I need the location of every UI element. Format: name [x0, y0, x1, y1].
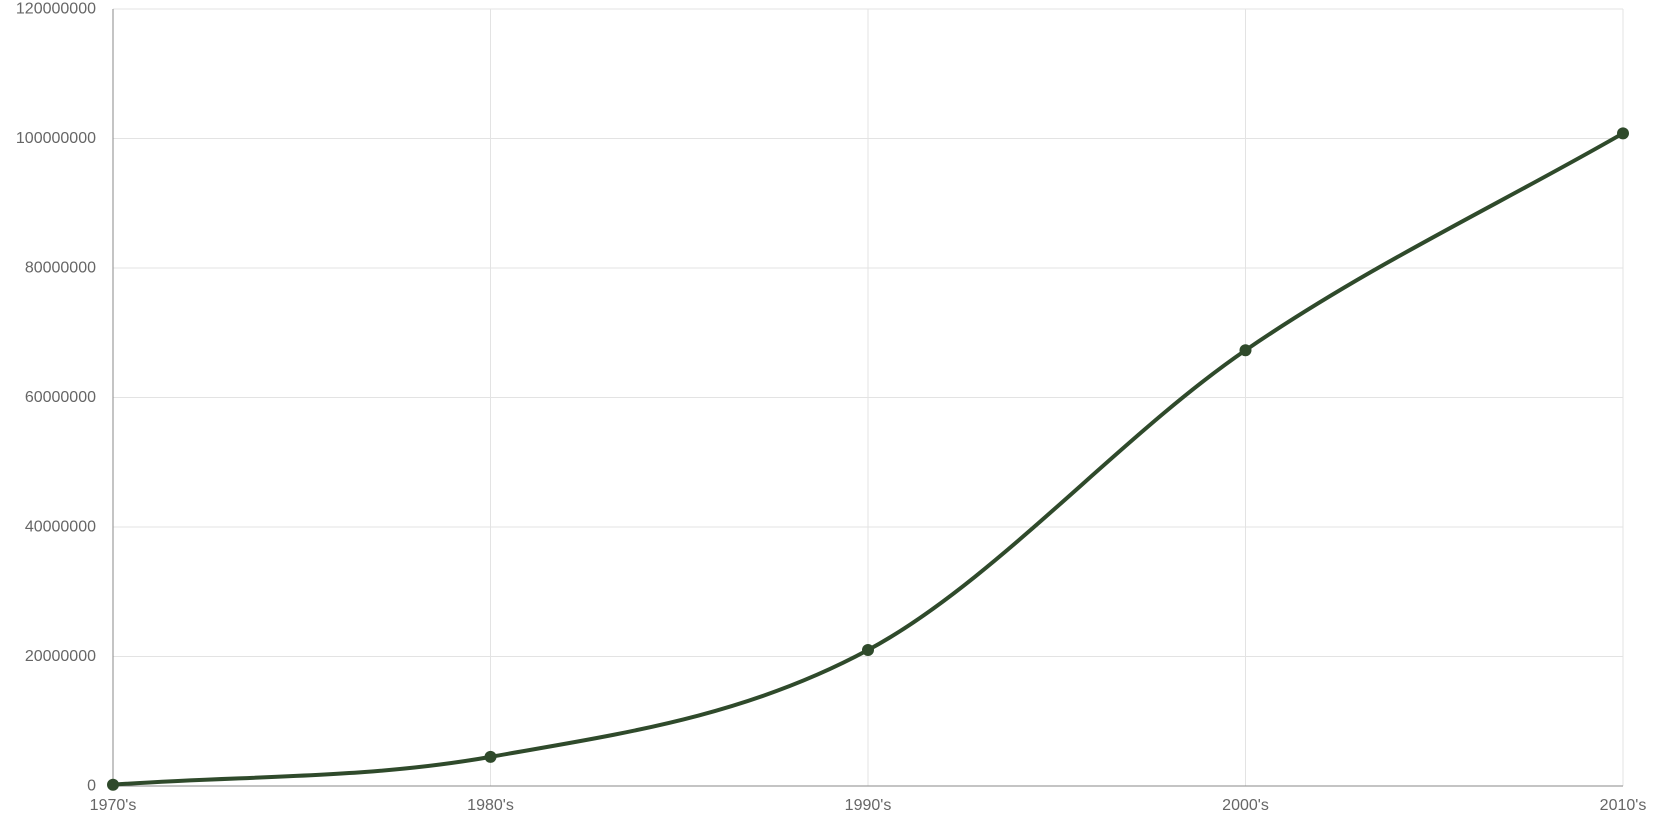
y-tick-label: 80000000	[25, 260, 96, 277]
y-tick-label: 60000000	[25, 389, 96, 406]
x-tick-label: 1980's	[467, 797, 514, 814]
y-tick-label: 20000000	[25, 648, 96, 665]
data-point[interactable]	[107, 778, 119, 791]
y-tick-labels: 0 20000000 40000000 60000000 80000000 1000000…	[16, 1, 96, 795]
x-tick-label: 2000's	[1222, 797, 1269, 814]
y-tick-label: 100000000	[16, 130, 96, 147]
y-tick-label: 0	[87, 778, 96, 795]
data-point[interactable]	[1617, 127, 1629, 140]
y-tick-label: 120000000	[16, 1, 96, 18]
x-tick-labels: 1970's 1980's 1990's 2000's 2010's	[90, 797, 1647, 814]
series-line	[111, 131, 1625, 787]
data-point[interactable]	[1239, 344, 1252, 357]
y-tick-label: 40000000	[25, 519, 96, 536]
series-group	[107, 127, 1629, 791]
x-tick-label: 1990's	[845, 797, 892, 814]
data-point[interactable]	[862, 644, 874, 657]
data-point[interactable]	[484, 750, 497, 763]
x-tick-label: 2010's	[1600, 797, 1647, 814]
x-tick-label: 1970's	[90, 797, 137, 814]
